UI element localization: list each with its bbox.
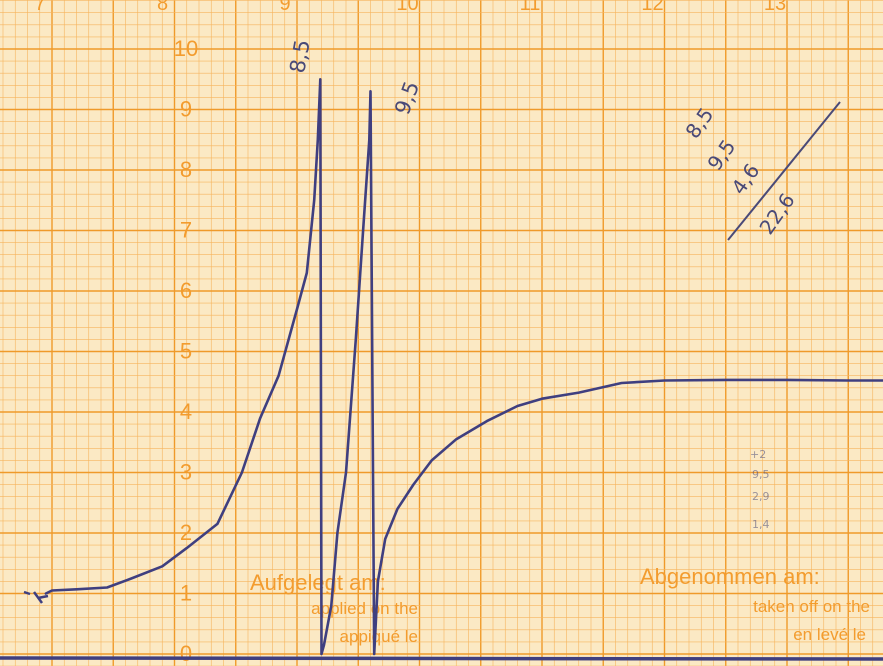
y-tick-label: 9 [180,97,192,122]
y-tick-label: 8 [180,157,192,182]
y-tick-label: 2 [180,520,192,545]
x-tick-label: 8 [157,0,168,15]
series-layer [44,78,883,656]
baseline-stroke [0,656,883,661]
pencil-note-4: 1,4 [752,518,770,531]
y-tick-label: 10 [174,36,198,61]
sum-value-3: 4,6 [726,159,764,199]
pencil-note-3: 2,9 [752,490,770,503]
y-tick-label: 6 [180,278,192,303]
y-tick-label: 7 [180,218,192,243]
applied-label-en: applied on the [311,599,418,618]
pencil-note-1: +2 [750,448,766,461]
applied-label-fr: appiqué le [340,627,418,646]
handwritten-annotations: 8,5 9,5 8,5 9,5 4,6 22,6 +2 9,5 2,9 1,4 [285,38,841,531]
removed-label-en: taken off on the [753,597,870,616]
y-tick-label: 3 [180,460,192,485]
peak-label-1: 8,5 [285,38,314,75]
baseline-ink [0,590,883,661]
sum-total: 22,6 [754,189,799,239]
x-tick-label: 10 [396,0,418,15]
x-tick-label: 13 [764,0,786,15]
x-tick-label: 11 [520,0,541,15]
form-labels: Aufgelegt am: applied on the appiqué le … [250,564,870,646]
sum-value-2: 9,5 [702,135,740,175]
x-tick-label: 7 [34,0,45,15]
pencil-note-2: 9,5 [752,468,770,481]
x-axis-tick-labels: 7 8 9 10 11 12 13 [34,0,786,15]
y-tick-label: 5 [180,339,192,364]
y-tick-label: 4 [180,399,192,424]
removed-label-de: Abgenommen am: [640,564,820,589]
sum-divider-line [727,101,841,241]
pen-start-mark [23,590,49,604]
removed-label-fr: en levé le [793,625,866,644]
applied-label-de: Aufgelegt am: [250,570,386,595]
x-tick-label: 12 [641,0,663,15]
y-tick-label: 0 [180,641,192,666]
y-axis-tick-labels: 0 1 2 3 4 5 6 7 8 9 10 [174,36,198,666]
x-tick-label: 9 [279,0,290,15]
series-line-0 [44,78,883,656]
y-tick-label: 1 [180,581,192,606]
